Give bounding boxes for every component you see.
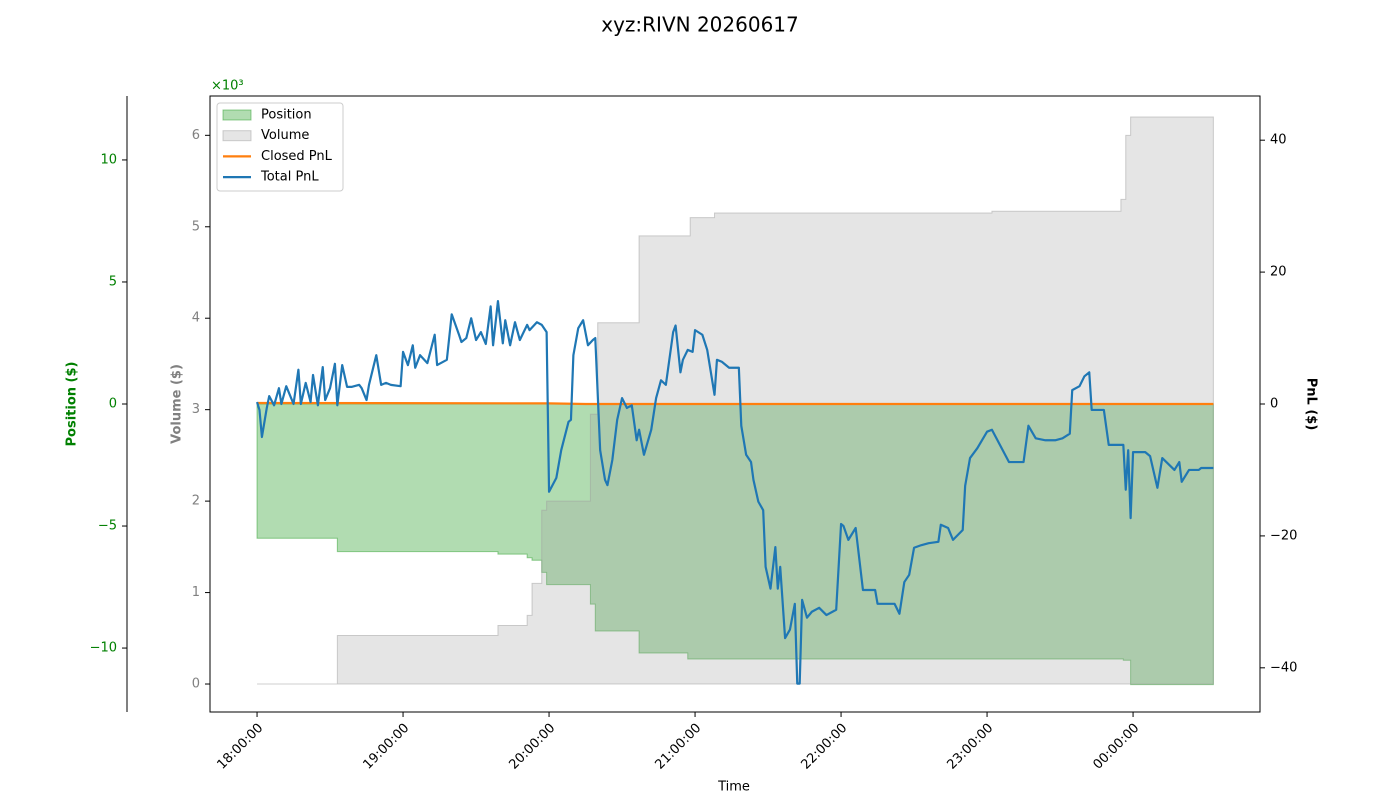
y2-tick-label: 0 [1270,397,1278,412]
x-tick-label: 23:00:00 [944,721,996,773]
y3-tick-label: −5 [98,519,117,534]
y-tick-label: 5 [192,219,200,234]
y-tick-label: 0 [192,677,200,692]
y-tick-label: 6 [192,128,200,143]
y2-tick-label: 20 [1270,265,1287,280]
y-axis-label: Volume ($) [170,364,185,444]
chart-title: xyz:RIVN 20260617 [601,13,799,37]
x-tick-label: 20:00:00 [506,721,558,773]
x-tick-label: 22:00:00 [798,721,850,773]
y-tick-label: 4 [192,311,200,326]
x-tick-label: 00:00:00 [1090,721,1142,773]
y-tick-label: 1 [192,585,200,600]
legend-label: Closed PnL [261,149,333,164]
area [256,403,1214,686]
area [257,116,1214,685]
x-axis-label: Time [717,780,750,795]
legend-label: Volume [261,128,309,143]
x-tick-label: 18:00:00 [214,721,266,773]
position-axis-label: Position ($) [65,362,80,447]
legend-swatch [222,109,252,121]
offset-label: ×10³ [211,79,244,94]
y3-tick-label: 0 [109,397,117,412]
legend-swatch [222,130,252,142]
x-tick-label: 21:00:00 [652,721,704,773]
legend-label: Total PnL [260,170,319,185]
line [257,401,1214,406]
y-tick-label: 2 [192,494,200,509]
y3-tick-label: 5 [109,274,117,289]
y2-tick-label: −20 [1270,528,1297,543]
y3-tick-label: −10 [90,641,117,656]
y3-tick-label: 10 [100,152,117,167]
y-tick-label: 3 [192,402,200,417]
legend-label: Position [261,108,312,123]
x-tick-label: 19:00:00 [360,721,412,773]
y2-tick-label: 40 [1270,133,1287,148]
line [255,300,1214,685]
pnl-axis-label: PnL ($) [1304,378,1319,431]
y2-tick-label: −40 [1270,660,1297,675]
legend-box [216,102,344,192]
